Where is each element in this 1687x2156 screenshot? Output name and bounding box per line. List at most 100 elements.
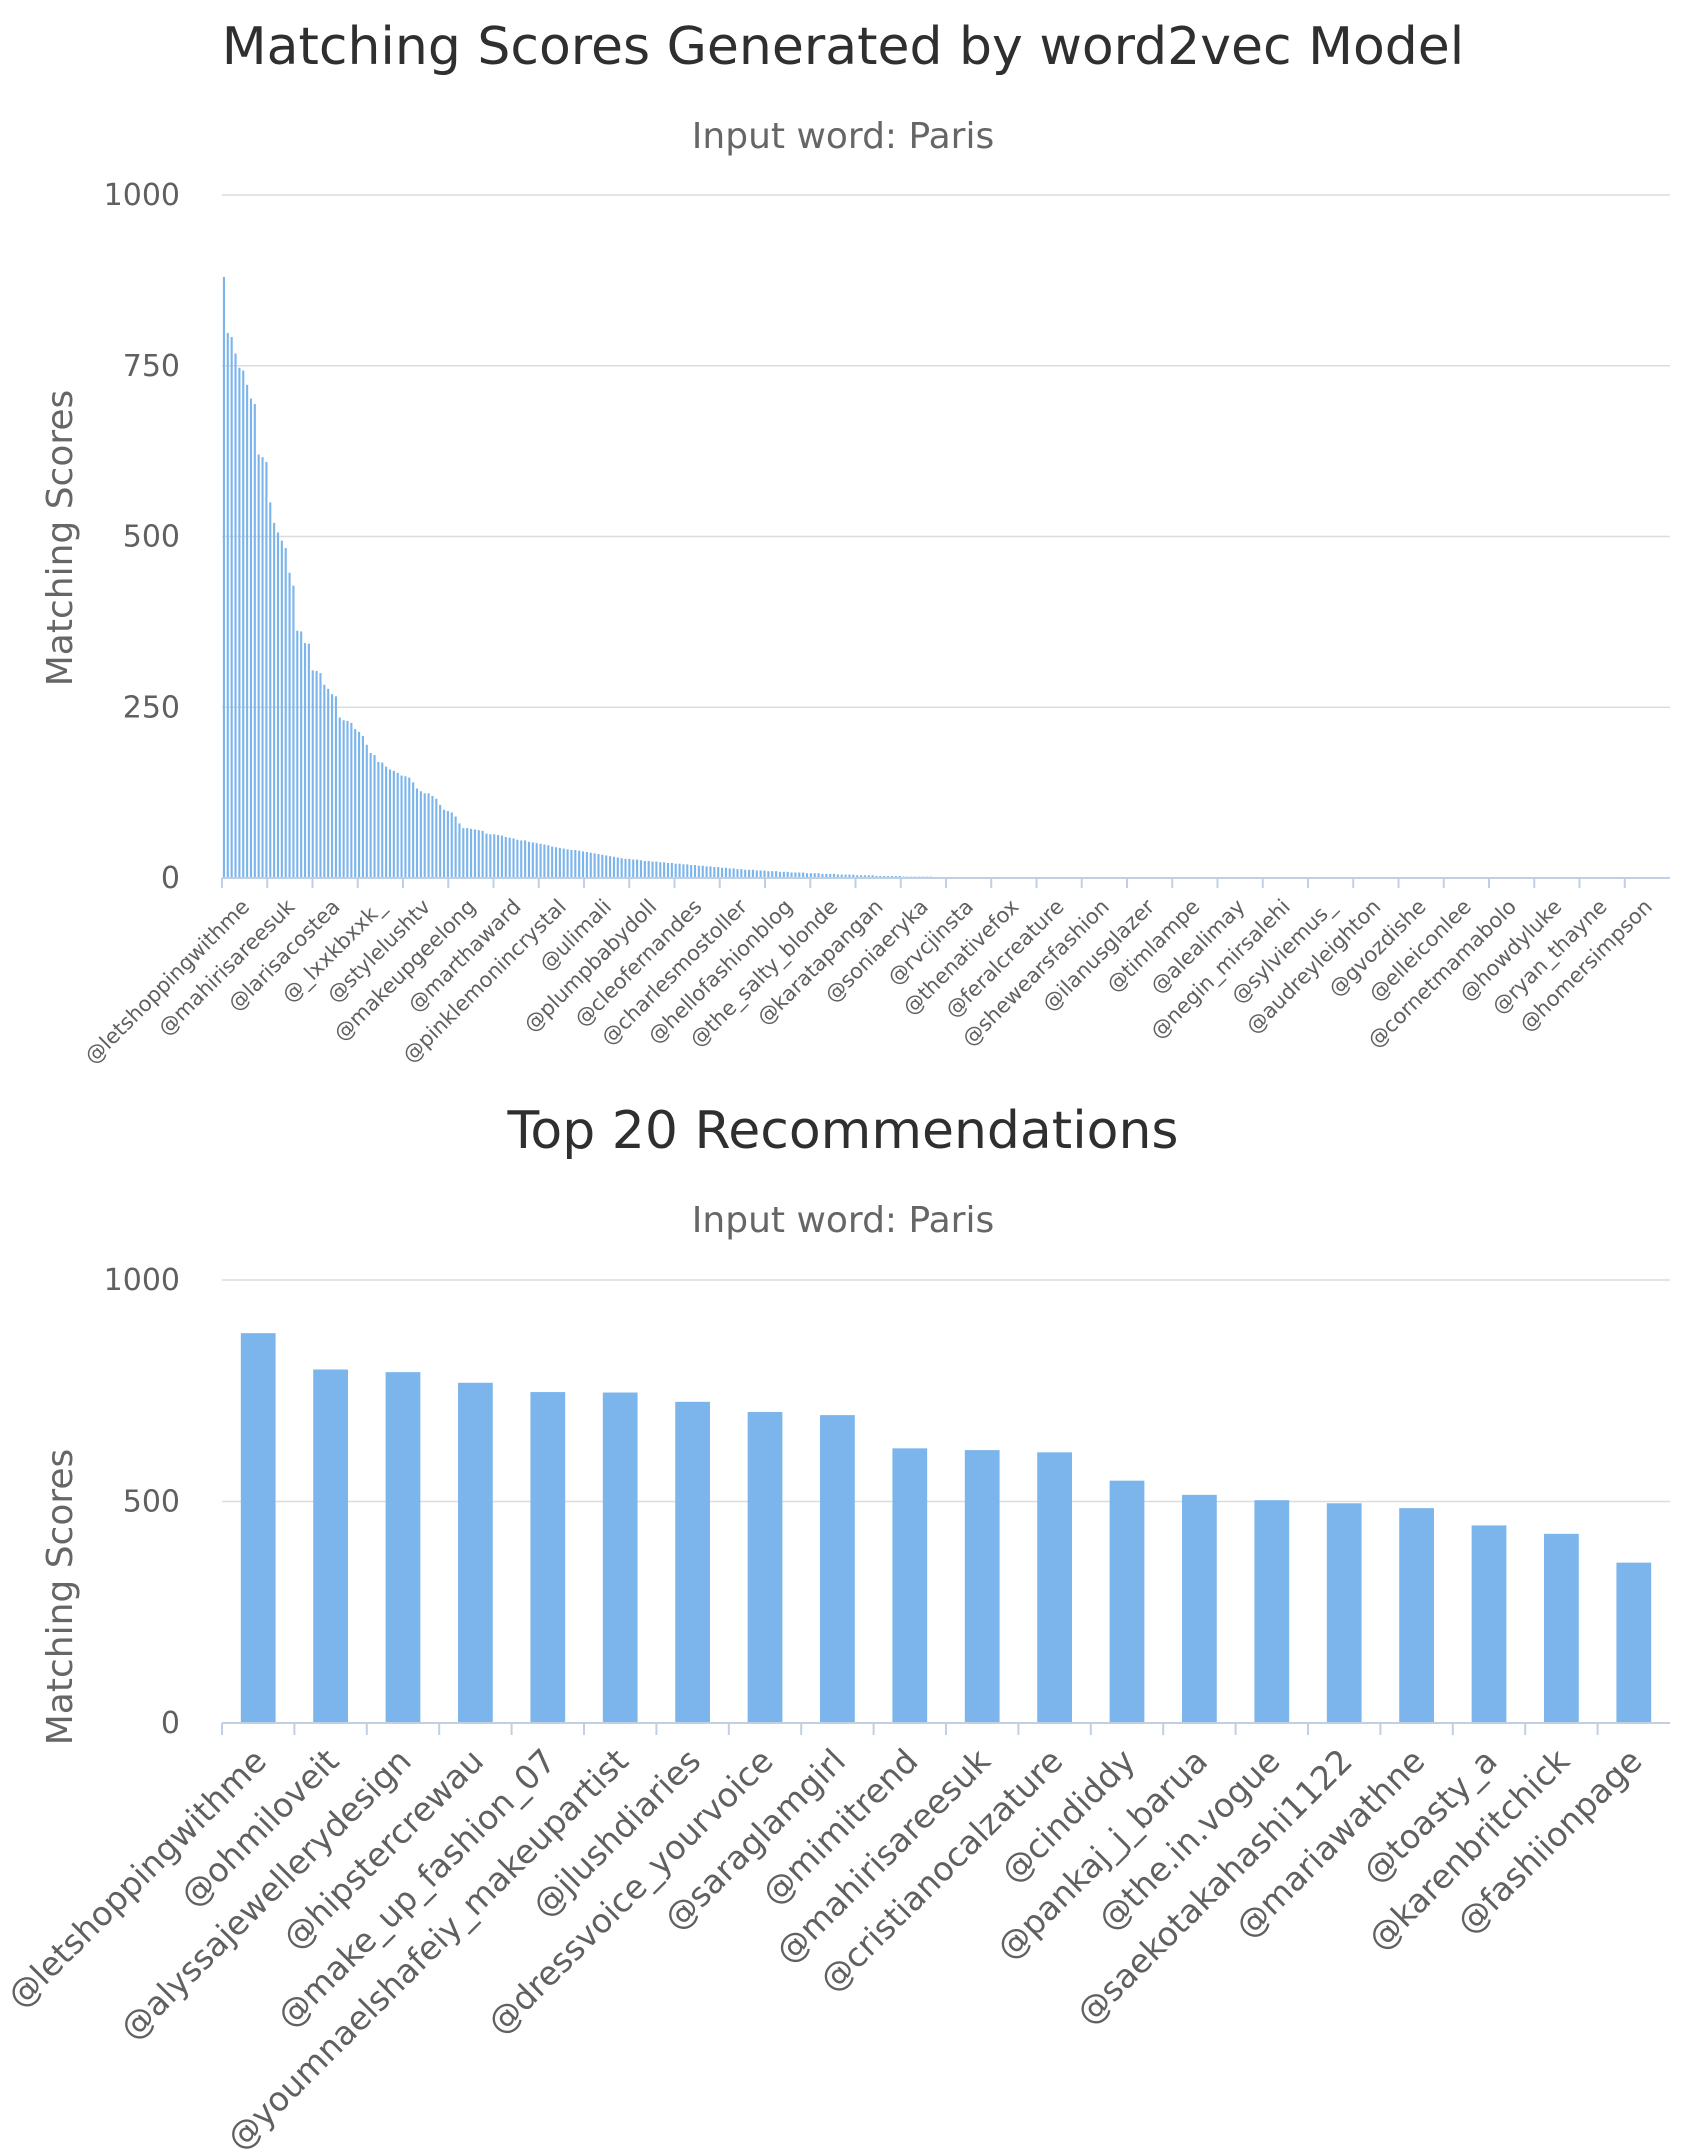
- bar: [887, 875, 890, 878]
- bar: [647, 860, 650, 878]
- bar: [670, 862, 673, 878]
- y-tick-label: 1000: [104, 1263, 180, 1298]
- bar: [524, 840, 527, 878]
- bar: [817, 873, 820, 878]
- bar: [400, 775, 403, 878]
- bar: [786, 871, 789, 878]
- bar: [539, 843, 542, 878]
- chart-1-gridlines: [222, 194, 1670, 708]
- bar: [790, 872, 793, 878]
- bar: [404, 776, 407, 878]
- bar: [717, 867, 720, 878]
- bar: [1037, 1452, 1072, 1723]
- bar: [690, 865, 693, 878]
- bar: [423, 793, 426, 878]
- bar: [697, 865, 700, 878]
- bar: [485, 833, 488, 878]
- chart-2-gridlines: [222, 1279, 1670, 1503]
- bar: [578, 850, 581, 878]
- bar: [249, 398, 253, 878]
- bar: [659, 862, 662, 878]
- bar: [431, 796, 434, 878]
- bar: [624, 858, 627, 878]
- chart-1-subtitle: Input word: Paris: [692, 116, 994, 157]
- chart-2-subtitle: Input word: Paris: [692, 1200, 994, 1241]
- bar: [435, 798, 438, 878]
- bar: [288, 572, 291, 878]
- bar: [450, 812, 453, 878]
- bar: [898, 875, 901, 878]
- bar: [1109, 1480, 1145, 1723]
- bar: [265, 462, 268, 878]
- bar: [473, 829, 476, 878]
- bar: [798, 872, 801, 878]
- bar: [892, 1448, 928, 1723]
- bar: [381, 762, 384, 878]
- bar: [581, 851, 585, 878]
- bar: [365, 744, 368, 878]
- bar: [829, 873, 832, 878]
- bar: [253, 403, 256, 878]
- bar: [273, 522, 276, 878]
- bar: [230, 337, 233, 879]
- bar: [628, 858, 631, 878]
- bar: [859, 875, 863, 878]
- bar: [605, 855, 608, 878]
- bar: [809, 873, 812, 878]
- bar: [307, 643, 310, 878]
- bar: [412, 782, 415, 878]
- bar: [489, 834, 492, 878]
- bar: [612, 856, 615, 878]
- chart-2: Top 20 Recommendations Input word: Paris…: [0, 1101, 1670, 2156]
- bar: [805, 873, 809, 878]
- bar: [863, 875, 866, 878]
- bar: [543, 844, 546, 878]
- bar: [284, 548, 287, 878]
- bar: [601, 854, 604, 878]
- bar: [1326, 1503, 1362, 1723]
- bar: [639, 860, 643, 878]
- bar: [477, 830, 480, 878]
- bar: [296, 630, 299, 878]
- bar: [500, 835, 504, 878]
- bar: [315, 671, 318, 878]
- bar: [462, 828, 465, 878]
- y-tick-label: 500: [123, 520, 180, 555]
- bar: [597, 854, 600, 878]
- bar: [632, 859, 635, 878]
- bar: [439, 804, 442, 878]
- bar: [334, 696, 337, 878]
- bar: [276, 532, 280, 878]
- bar: [369, 753, 372, 878]
- bar: [240, 1333, 276, 1723]
- bar: [1182, 1494, 1217, 1723]
- bar: [242, 370, 245, 878]
- chart-1-y-ticks: 0 250 500 750 1000: [104, 178, 180, 896]
- bar: [693, 865, 697, 878]
- bar: [867, 875, 870, 878]
- bar: [755, 870, 758, 878]
- bar: [778, 871, 782, 878]
- bar: [458, 1382, 493, 1723]
- bar: [751, 869, 754, 878]
- bar: [427, 793, 430, 878]
- bar: [527, 841, 531, 878]
- bar: [836, 874, 839, 878]
- bar: [759, 870, 762, 878]
- bar: [392, 770, 395, 878]
- bar: [554, 847, 558, 878]
- bar: [319, 673, 322, 878]
- bar: [442, 809, 446, 878]
- bar: [771, 871, 774, 878]
- bar: [292, 585, 295, 878]
- bar: [964, 1450, 1000, 1723]
- bar: [454, 816, 457, 878]
- bar: [879, 875, 882, 878]
- bar: [570, 849, 573, 878]
- bar: [736, 869, 739, 878]
- bar: [469, 828, 473, 878]
- bar: [763, 870, 766, 878]
- bar: [346, 720, 349, 878]
- bar: [871, 875, 874, 878]
- bar: [585, 852, 588, 878]
